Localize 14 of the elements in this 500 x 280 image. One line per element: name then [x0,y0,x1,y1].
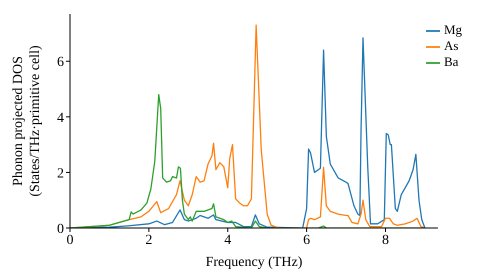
y-axis-title: Phonon projected DOS (States/THz·primitive cell) [11,45,43,197]
x-tick-label: 4 [224,232,232,248]
y-tick-label: 6 [57,55,64,70]
legend-label: Mg [444,22,462,37]
y-tick-label: 2 [57,166,64,182]
y-tick-label: 4 [57,110,64,126]
x-axis-title: Frequency (THz) [206,255,303,270]
x-tick-label: 8 [382,232,389,248]
y-tick-label: 0 [57,222,64,237]
x-tick-label: 6 [303,232,310,248]
x-tick-label: 0 [66,232,74,248]
legend-label: Ba [444,54,458,70]
x-tick-label: 2 [145,232,152,248]
legend-label: As [444,38,458,54]
